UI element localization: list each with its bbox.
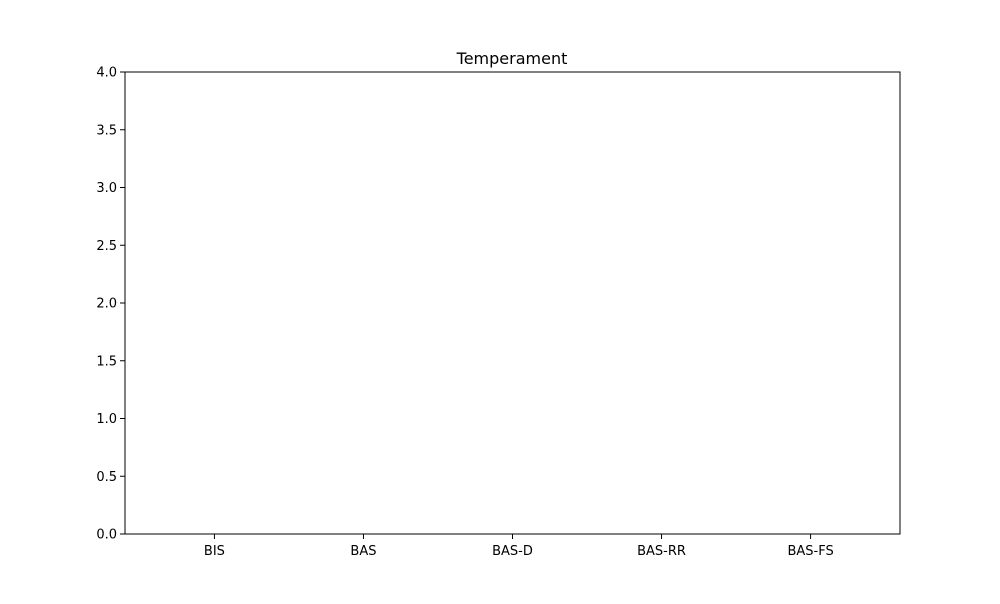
- y-tick-label: 3.5: [96, 123, 117, 138]
- y-tick-label: 1.0: [96, 412, 117, 427]
- plot-frame: [125, 72, 900, 534]
- y-tick-label: 1.5: [96, 354, 117, 369]
- y-axis: 0.0 0.5 1.0 1.5 2.0 2.5 3.0 3.5 4.0: [96, 66, 125, 543]
- y-tick-label: 0.0: [96, 528, 117, 543]
- x-tick-label: BAS-D: [492, 544, 533, 559]
- y-tick-label: 0.5: [96, 470, 117, 485]
- x-axis: BIS BAS BAS-D BAS-RR BAS-FS: [204, 534, 834, 559]
- x-tick-label: BAS-RR: [637, 544, 686, 559]
- x-tick-label: BAS-FS: [787, 544, 833, 559]
- x-tick-label: BAS: [350, 544, 376, 559]
- y-tick-label: 2.5: [96, 239, 117, 254]
- chart-title: Temperament: [456, 49, 568, 68]
- x-tick-label: BIS: [204, 544, 225, 559]
- y-tick-label: 4.0: [96, 66, 117, 81]
- y-tick-label: 3.0: [96, 181, 117, 196]
- y-tick-label: 2.0: [96, 297, 117, 312]
